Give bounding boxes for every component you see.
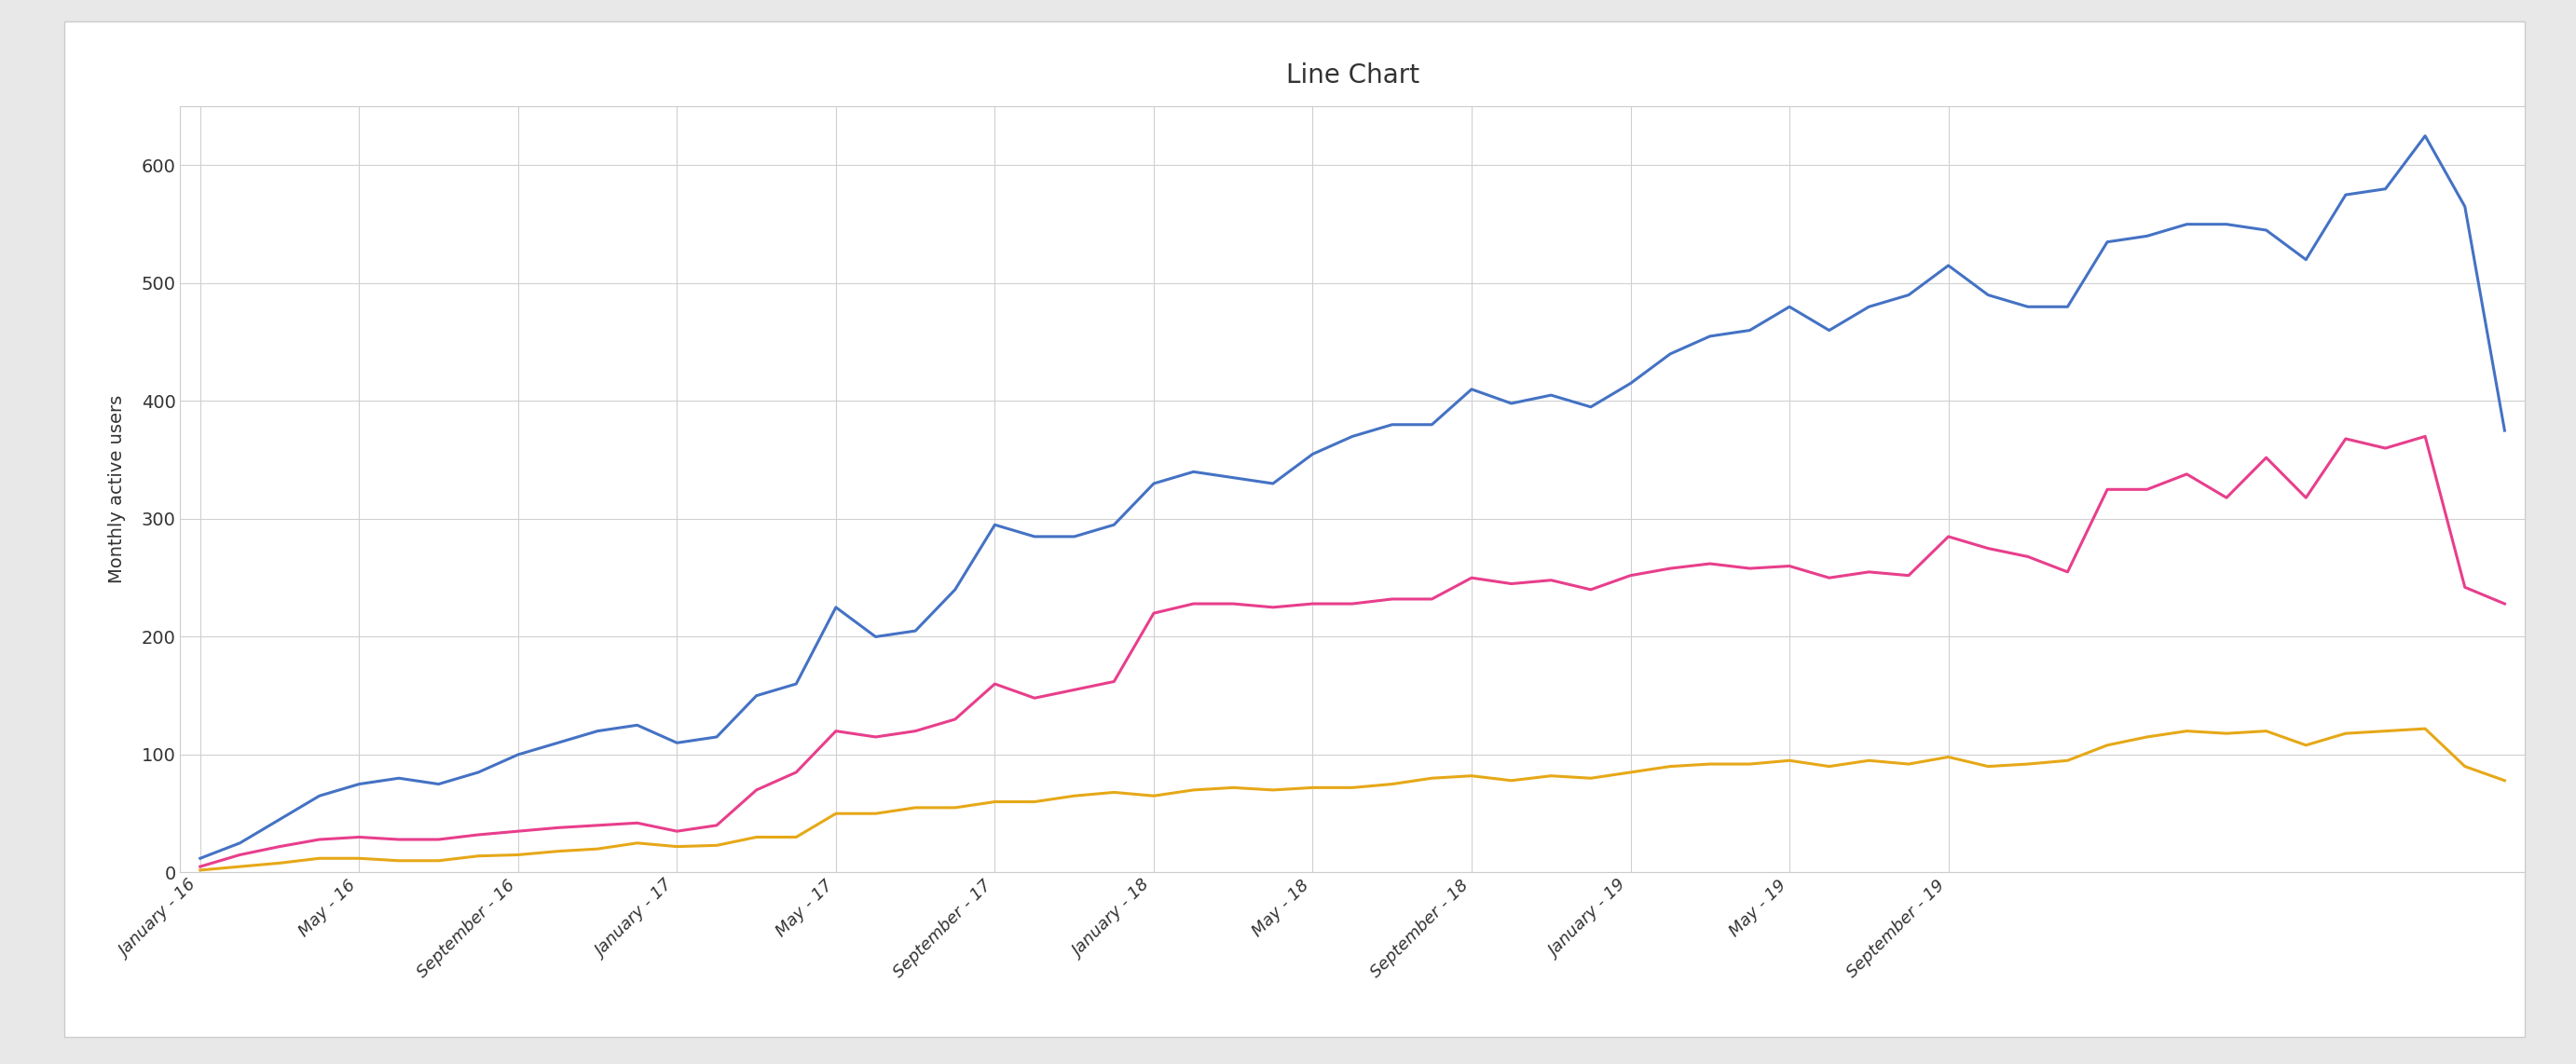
East coast [781, 678, 811, 691]
West coast [265, 841, 296, 853]
East coast [2488, 425, 2519, 437]
West coast [185, 860, 216, 872]
East coast [1855, 300, 1886, 313]
East coast [422, 778, 453, 791]
West coast [422, 833, 453, 846]
West coast [2409, 430, 2439, 443]
West coast [1855, 566, 1886, 579]
Midwest [185, 864, 216, 877]
Midwest [2409, 722, 2439, 735]
West coast [544, 821, 574, 834]
West coast [2488, 597, 2519, 610]
Midwest [422, 854, 453, 867]
Line: West coast: West coast [201, 436, 2504, 866]
Midwest [265, 857, 296, 869]
Midwest [2488, 775, 2519, 787]
Midwest [781, 831, 811, 844]
Midwest [544, 845, 574, 858]
Midwest [1855, 754, 1886, 767]
West coast [1376, 593, 1406, 605]
Midwest [1376, 778, 1406, 791]
East coast [265, 813, 296, 826]
East coast [2409, 130, 2439, 143]
Line: East coast: East coast [201, 136, 2504, 859]
Line: Midwest: Midwest [201, 729, 2504, 870]
Y-axis label: Monthly active users: Monthly active users [108, 395, 126, 584]
East coast [544, 736, 574, 749]
East coast [185, 852, 216, 865]
Title: Line Chart: Line Chart [1285, 63, 1419, 88]
West coast [781, 766, 811, 779]
East coast [1376, 418, 1406, 431]
